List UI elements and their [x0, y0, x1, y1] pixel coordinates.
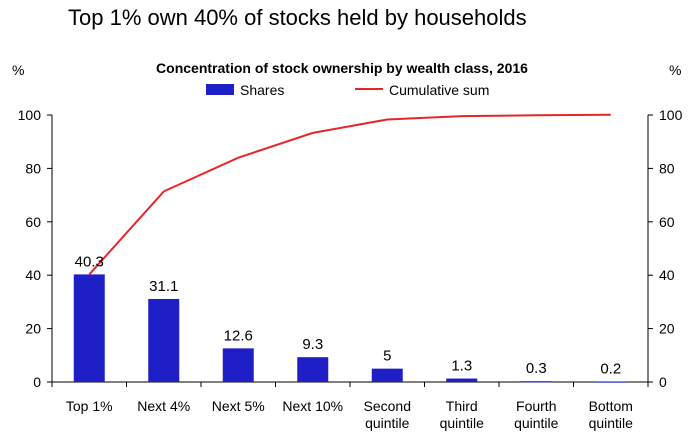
right-y-tick-label: 20	[659, 321, 675, 337]
x-tick-labels: Top 1% Next 4% Next 5% Next 10% Second quinti…	[66, 398, 633, 431]
x-tick-label: Third quintile	[440, 398, 485, 431]
x-tick-label: Top 1%	[66, 398, 113, 414]
bar-value-label: 5	[383, 348, 391, 365]
legend-label-cumulative: Cumulative sum	[389, 82, 489, 98]
bar-shares	[446, 378, 478, 382]
bar-shares	[148, 298, 180, 382]
bar-value-label: 0.2	[600, 360, 621, 377]
x-tick-label: Next 4%	[137, 398, 190, 414]
x-tick-label: Bottom quintile	[589, 398, 634, 431]
left-y-tick-label: 60	[25, 214, 41, 230]
bar-value-labels: 40.3 31.1 12.6 9.3 5 1.3 0.3 0.2	[75, 253, 622, 377]
bar-value-label: 31.1	[149, 278, 178, 295]
chart-legend: Shares Cumulative sum	[206, 82, 489, 98]
bar-series-shares	[73, 274, 627, 383]
bar-shares	[297, 357, 329, 382]
chart-headline: Top 1% own 40% of stocks held by househo…	[68, 5, 527, 30]
line-cumulative-sum	[88, 113, 611, 276]
right-y-tick-label: 0	[659, 374, 667, 390]
bar-value-label: 1.3	[451, 358, 472, 375]
left-axis-unit: %	[12, 62, 25, 78]
left-y-tick-label: 0	[33, 374, 41, 390]
right-y-tick-label: 80	[659, 160, 675, 176]
bar-value-label: 0.3	[526, 360, 547, 377]
x-tick-label: Second quintile	[364, 398, 411, 431]
right-y-tick-label: 60	[659, 214, 675, 230]
bar-value-label: 40.3	[75, 253, 104, 270]
bar-shares	[73, 274, 105, 382]
left-y-tick-label: 100	[18, 107, 42, 123]
left-y-tick-label: 20	[25, 321, 41, 337]
bar-shares	[520, 381, 552, 383]
legend-swatch-shares	[206, 84, 234, 95]
left-y-tick-label: 80	[25, 160, 41, 176]
right-y-tick-label: 100	[659, 107, 683, 123]
right-y-tick-label: 40	[659, 267, 675, 283]
chart-axes: 0 20 40 60 80 100 0 20 40 60 80 100	[18, 107, 683, 390]
line-series-cumulative-sum	[88, 113, 611, 276]
right-axis-unit: %	[669, 62, 682, 78]
left-y-tick-label: 40	[25, 267, 41, 283]
bar-value-label: 12.6	[224, 327, 253, 344]
bar-shares	[595, 381, 627, 383]
legend-label-shares: Shares	[240, 82, 284, 98]
chart-title: Concentration of stock ownership by weal…	[156, 60, 528, 76]
x-tick-label: Fourth quintile	[514, 398, 559, 431]
bar-shares	[371, 368, 403, 382]
bar-shares	[222, 348, 254, 382]
x-tick-label: Next 5%	[212, 398, 265, 414]
x-tick-label: Next 10%	[282, 398, 343, 414]
bar-value-label: 9.3	[302, 336, 323, 353]
